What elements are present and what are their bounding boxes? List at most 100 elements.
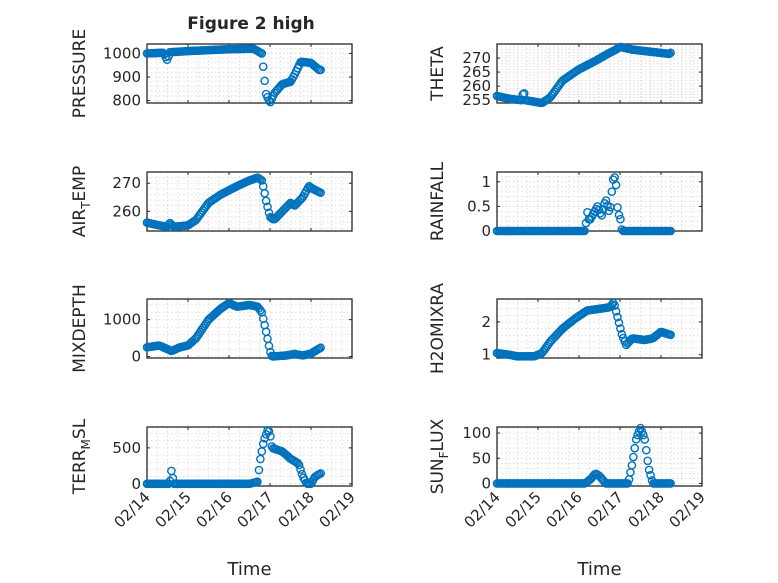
figure-title: Figure 2 high (187, 14, 315, 34)
y-axis-label: TERRMSL (70, 418, 93, 495)
data-point (316, 469, 325, 478)
data-point (646, 470, 655, 480)
data-point (630, 443, 640, 453)
y-tick-label: 1000 (103, 311, 141, 329)
data-point (666, 48, 675, 58)
data-point (627, 461, 637, 470)
y-tick-label: 100 (462, 424, 491, 442)
y-tick-label: 800 (112, 92, 141, 110)
data-point (260, 76, 269, 86)
data-point (666, 226, 675, 236)
data-point (666, 479, 675, 488)
y-tick-label: 0 (131, 348, 141, 366)
x-tick-label: 02/17 (584, 488, 627, 531)
x-axis-label: Time (576, 559, 621, 580)
y-tick-label: 0 (481, 474, 491, 492)
data-point (264, 427, 274, 436)
data-point (257, 49, 267, 58)
y-axis-label: SUNFLUX (428, 418, 451, 494)
y-tick-label: 0 (131, 475, 141, 493)
y-axis-label: H2OMIXRA (428, 283, 448, 374)
data-point (643, 456, 652, 466)
data-point (616, 214, 625, 224)
y-axis-label: RAINFALL (428, 161, 448, 241)
data-point (258, 439, 268, 449)
x-tick-label: 02/16 (543, 488, 586, 531)
y-tick-label: 2 (481, 313, 491, 331)
data-point (256, 175, 265, 184)
y-tick-label: 270 (462, 49, 491, 67)
data-point (260, 434, 269, 443)
data-point (610, 301, 619, 310)
data-point (167, 466, 176, 476)
y-tick-label: 260 (462, 77, 491, 95)
x-tick-label: 02/15 (502, 488, 545, 531)
data-point (261, 196, 271, 206)
data-point (294, 460, 304, 470)
x-tick-label: 02/19 (666, 488, 709, 531)
data-point (257, 447, 267, 456)
data-point (641, 445, 651, 455)
axes-box (146, 43, 353, 104)
data-point (296, 465, 305, 474)
data-point (256, 306, 265, 315)
y-tick-label: 900 (112, 68, 141, 86)
y-tick-label: 255 (462, 91, 491, 109)
data-point (256, 454, 265, 464)
y-tick-label: 0 (481, 222, 491, 240)
axes-box (146, 171, 353, 232)
data-point (616, 324, 625, 333)
data-point (611, 306, 621, 316)
x-tick-label: 02/19 (316, 488, 359, 531)
y-tick-label: 1 (481, 346, 491, 364)
data-point (664, 49, 674, 59)
data-point (614, 318, 624, 328)
x-tick-label: 02/14 (111, 488, 154, 531)
data-point (253, 477, 262, 487)
y-axis-label: MIXDEPTH (70, 284, 90, 373)
y-tick-label: 270 (112, 174, 141, 192)
x-tick-label: 02/15 (152, 488, 195, 531)
y-axis-label: AIRTEMP (70, 166, 93, 237)
x-tick-label: 02/18 (625, 488, 668, 531)
data-point (644, 465, 654, 475)
axes-box (496, 298, 703, 359)
data-point (263, 202, 272, 212)
data-point (266, 432, 275, 441)
data-point (607, 187, 617, 196)
y-tick-label: 1000 (103, 44, 141, 62)
axes-box (496, 43, 703, 104)
y-tick-label: 0.5 (467, 197, 491, 215)
data-point (580, 226, 589, 236)
data-point (614, 210, 624, 220)
data-point (260, 189, 269, 198)
data-point (617, 329, 627, 339)
y-tick-label: 260 (112, 202, 141, 220)
x-tick-label: 02/17 (234, 488, 277, 531)
x-axis-label: Time (226, 559, 271, 580)
data-point (631, 435, 641, 444)
x-tick-label: 02/14 (461, 488, 504, 531)
y-tick-label: 265 (462, 63, 491, 81)
y-tick-label: 1 (481, 173, 491, 191)
data-point (263, 334, 272, 344)
data-point (640, 435, 650, 444)
data-point (610, 173, 619, 182)
data-point (257, 176, 267, 185)
data-point (623, 479, 632, 488)
data-point (258, 62, 268, 71)
y-tick-label: 500 (112, 439, 141, 457)
axes-box (146, 298, 353, 359)
data-point (601, 196, 611, 205)
y-tick-label: 50 (472, 449, 491, 467)
y-axis-label: PRESSURE (70, 29, 90, 118)
data-point (629, 452, 638, 462)
axes-box (496, 171, 703, 232)
data-point (666, 330, 675, 340)
data-point (316, 188, 325, 198)
data-point (264, 341, 274, 351)
data-point (597, 211, 607, 220)
x-tick-label: 02/16 (193, 488, 236, 531)
data-point (254, 465, 264, 475)
y-axis-label: THETA (428, 46, 448, 102)
